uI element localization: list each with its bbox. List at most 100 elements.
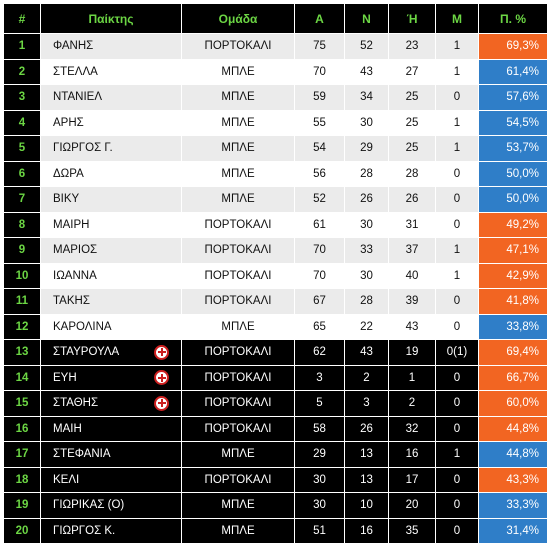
table-row: 7 ΒΙΚΥ ΜΠΛΕ 52 26 26 0 50,0% (3, 186, 548, 213)
team-cell: ΠΟΡΤΟΚΑΛΙ (181, 339, 295, 366)
table-row: 2 ΣΤΕΛΛΑ ΜΠΛΕ 70 43 27 1 61,4% (3, 58, 548, 85)
m-cell: 1 (435, 237, 479, 264)
wins-cell: 13 (344, 466, 389, 493)
losses-cell: 17 (388, 466, 436, 493)
m-cell: 1 (435, 441, 479, 468)
losses-cell-text: 39 (405, 295, 419, 308)
wins-cell-text: 30 (360, 269, 373, 282)
team-cell: ΜΠΛΕ (181, 441, 295, 468)
percentage-cell: 31,4% (478, 517, 548, 544)
rank-cell-text: 12 (15, 320, 29, 333)
rank-cell: 1 (3, 33, 41, 60)
percentage-cell-text: 44,8% (506, 448, 539, 461)
player-name-cell-text: ΓΙΩΡΓΟΣ Γ. (53, 142, 113, 155)
wins-cell: 10 (344, 492, 389, 519)
rank-cell: 7 (3, 186, 41, 213)
attempts-cell: 56 (294, 160, 345, 187)
player-name-cell: ΜΑΡΙΟΣ (40, 237, 182, 264)
wins-cell-text: 3 (363, 397, 370, 410)
attempts-cell-text: 70 (313, 244, 326, 257)
m-cell: 0 (435, 313, 479, 340)
losses-cell: 26 (388, 186, 436, 213)
attempts-cell: 54 (294, 135, 345, 162)
standings-table-container: # Παίκτης Ομάδα Α Ν Ή Μ Π. % 1 ΦΑΝΗΣ ΠΟΡΤΟ… (3, 3, 548, 544)
losses-cell: 31 (388, 211, 436, 238)
player-name-cell-text: ΓΙΩΡΙΚΑΣ (Ο) (53, 499, 125, 512)
player-name-cell-text: ΜΑΡΙΟΣ (53, 244, 98, 257)
header-pct: Π. % (478, 3, 548, 34)
m-cell-text: 0 (453, 473, 461, 486)
team-cell-text: ΠΟΡΤΟΚΑΛΙ (204, 218, 272, 231)
player-name-cell: ΓΙΩΡΓΟΣ Γ. (40, 135, 182, 162)
percentage-cell-text: 54,5% (506, 116, 539, 129)
attempts-cell: 59 (294, 84, 345, 111)
m-cell-text: 0 (453, 193, 461, 206)
attempts-cell: 55 (294, 109, 345, 136)
attempts-cell-text: 58 (313, 422, 326, 435)
medical-cross-icon (154, 395, 169, 411)
wins-cell: 33 (344, 237, 389, 264)
m-cell: 1 (435, 109, 479, 136)
wins-cell: 52 (344, 33, 389, 60)
wins-cell-text: 26 (360, 193, 373, 206)
team-cell: ΜΠΛΕ (181, 492, 295, 519)
attempts-cell-text: 70 (313, 65, 326, 78)
m-cell-text: 0 (453, 167, 461, 180)
player-name-cell-text: ΣΤΕΦΑΝΙΑ (53, 448, 111, 461)
m-cell: 0 (435, 160, 479, 187)
losses-cell-text: 28 (405, 167, 419, 180)
team-cell-text: ΜΠΛΕ (221, 524, 255, 537)
percentage-cell-text: 61,4% (506, 65, 539, 78)
losses-cell-text: 23 (405, 40, 419, 53)
percentage-cell: 49,2% (478, 211, 548, 238)
attempts-cell: 3 (294, 364, 345, 391)
losses-cell-text: 26 (405, 193, 419, 206)
percentage-cell: 43,3% (478, 466, 548, 493)
percentage-cell-text: 60,0% (506, 397, 539, 410)
percentage-cell: 61,4% (478, 58, 548, 85)
attempts-cell: 62 (294, 339, 345, 366)
losses-cell-text: 25 (405, 91, 419, 104)
losses-cell: 35 (388, 517, 436, 544)
table-row: 11 ΤΑΚΗΣ ΠΟΡΤΟΚΑΛΙ 67 28 39 0 41,8% (3, 288, 548, 315)
wins-cell-text: 28 (360, 167, 373, 180)
medical-cross-icon (154, 370, 169, 386)
percentage-cell: 60,0% (478, 390, 548, 417)
team-cell: ΜΠΛΕ (181, 58, 295, 85)
table-row: 3 ΝΤΑΝΙΕΛ ΜΠΛΕ 59 34 25 0 57,6% (3, 84, 548, 111)
losses-cell: 1 (388, 364, 436, 391)
player-name-cell: ΕΥΗ (40, 364, 182, 391)
header-rank: # (3, 3, 41, 34)
player-name-cell: ΑΡΗΣ (40, 109, 182, 136)
losses-cell: 39 (388, 288, 436, 315)
attempts-cell-text: 62 (313, 346, 326, 359)
losses-cell: 25 (388, 109, 436, 136)
m-cell: 0 (435, 466, 479, 493)
team-cell-text: ΜΠΛΕ (221, 91, 255, 104)
m-cell-text: 0 (453, 320, 461, 333)
wins-cell: 34 (344, 84, 389, 111)
team-cell: ΠΟΡΤΟΚΑΛΙ (181, 33, 295, 60)
rank-cell: 15 (3, 390, 41, 417)
percentage-cell-text: 57,6% (506, 91, 539, 104)
m-cell: 0 (435, 84, 479, 111)
wins-cell: 16 (344, 517, 389, 544)
percentage-cell-text: 50,0% (506, 167, 539, 180)
table-row: 12 ΚΑΡΟΛΙΝΑ ΜΠΛΕ 65 22 43 0 33,8% (3, 313, 548, 340)
m-cell-text: 0 (453, 422, 461, 435)
player-name-cell-text: ΣΤΑΥΡΟΥΛΑ (53, 346, 120, 359)
rank-cell-text: 4 (18, 116, 26, 129)
attempts-cell-text: 52 (313, 193, 326, 206)
team-cell: ΜΠΛΕ (181, 160, 295, 187)
rank-cell: 16 (3, 415, 41, 442)
header-m: Μ (435, 3, 479, 34)
percentage-cell-text: 69,4% (506, 346, 539, 359)
losses-cell-text: 1 (408, 371, 416, 384)
attempts-cell-text: 56 (313, 167, 326, 180)
m-cell: 0 (435, 492, 479, 519)
attempts-cell: 75 (294, 33, 345, 60)
losses-cell-text: 20 (405, 499, 419, 512)
team-cell-text: ΠΟΡΤΟΚΑΛΙ (204, 371, 272, 384)
rank-cell-text: 5 (18, 142, 26, 155)
losses-cell: 25 (388, 135, 436, 162)
